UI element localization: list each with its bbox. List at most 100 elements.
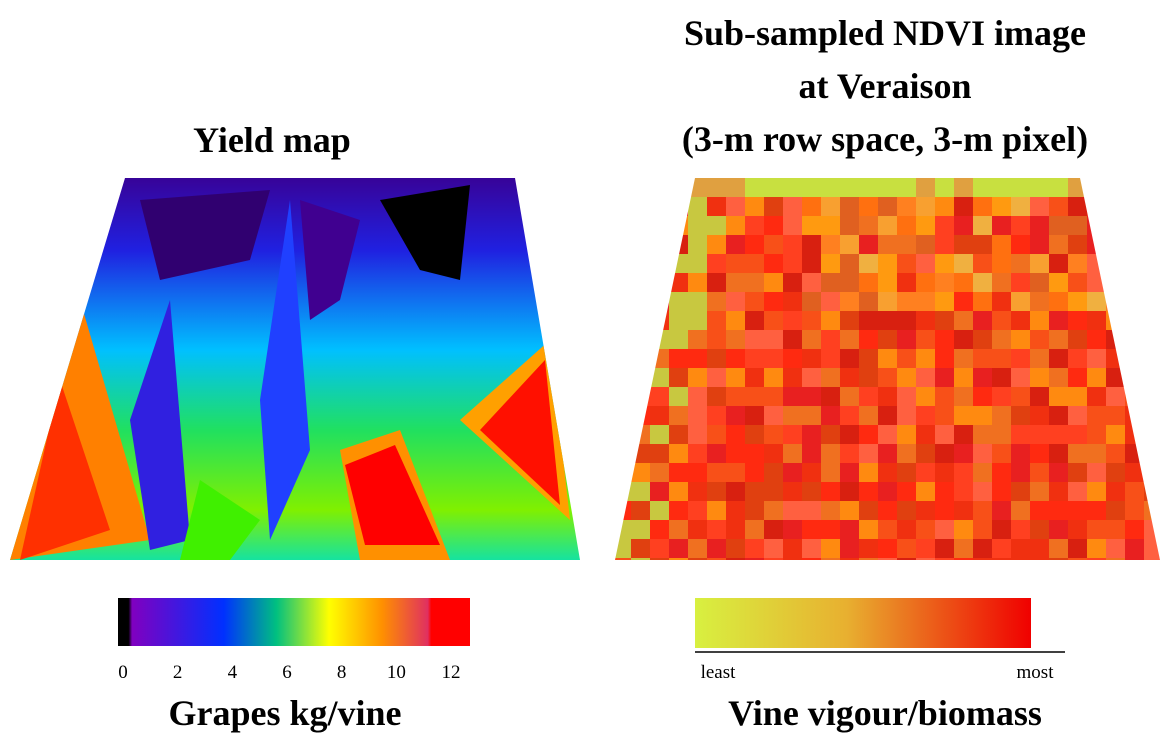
ndvi-pixel [954, 311, 973, 330]
ndvi-pixel [707, 444, 726, 463]
ndvi-pixel [1011, 558, 1030, 560]
ndvi-pixel [1106, 178, 1125, 197]
ndvi-pixel [916, 311, 935, 330]
ndvi-pixel [840, 273, 859, 292]
ndvi-pixel [840, 539, 859, 558]
ndvi-pixel [821, 197, 840, 216]
ndvi-pixel [631, 216, 650, 235]
ndvi-pixel [669, 406, 688, 425]
ndvi-pixel [1030, 482, 1049, 501]
ndvi-pixel [821, 178, 840, 197]
ndvi-pixel [707, 178, 726, 197]
ndvi-pixel [1125, 501, 1144, 520]
ndvi-pixel [1068, 311, 1087, 330]
ndvi-pixel [726, 539, 745, 558]
ndvi-pixel [821, 425, 840, 444]
ndvi-pixel [688, 406, 707, 425]
ndvi-pixel [897, 216, 916, 235]
ndvi-pixel [764, 444, 783, 463]
ndvi-pixel [707, 558, 726, 560]
ndvi-pixel [840, 501, 859, 520]
ndvi-pixel [973, 254, 992, 273]
ndvi-pixel [1049, 197, 1068, 216]
ndvi-pixel [688, 444, 707, 463]
ndvi-pixel [916, 406, 935, 425]
ndvi-pixel [1087, 482, 1106, 501]
colorbar [695, 598, 1031, 648]
ndvi-pixel [821, 216, 840, 235]
ndvi-pixel [802, 216, 821, 235]
ndvi-pixel [935, 387, 954, 406]
ndvi-pixel [878, 254, 897, 273]
ndvi-pixel [992, 425, 1011, 444]
ndvi-pixel [954, 178, 973, 197]
ndvi-pixel [821, 292, 840, 311]
ndvi-pixel [615, 197, 631, 216]
ndvi-pixel [1087, 501, 1106, 520]
ndvi-pixel [1068, 482, 1087, 501]
ndvi-pixel [1125, 197, 1144, 216]
ndvi-pixel [1030, 387, 1049, 406]
ndvi-pixel [745, 349, 764, 368]
ndvi-pixel [726, 311, 745, 330]
ndvi-pixel [1049, 444, 1068, 463]
yield-map [10, 178, 580, 560]
ndvi-pixel [954, 501, 973, 520]
ndvi-pixel [1011, 406, 1030, 425]
ndvi-pixel [1144, 216, 1160, 235]
ndvi-pixel [878, 273, 897, 292]
ndvi-pixel [783, 368, 802, 387]
ndvi-pixel [726, 254, 745, 273]
ndvi-pixel [707, 425, 726, 444]
ndvi-pixel [840, 197, 859, 216]
ndvi-pixel [764, 425, 783, 444]
ndvi-pixel [745, 387, 764, 406]
ndvi-pixel [1106, 558, 1125, 560]
ndvi-pixel [726, 197, 745, 216]
ndvi-pixel [916, 501, 935, 520]
ndvi-pixel [615, 349, 631, 368]
ndvi-pixel [1106, 539, 1125, 558]
ndvi-pixel [1011, 273, 1030, 292]
ndvi-pixel [1030, 216, 1049, 235]
ndvi-pixel [764, 463, 783, 482]
ndvi-pixel [1144, 482, 1160, 501]
ndvi-pixel [1125, 235, 1144, 254]
scale-label-low: least [701, 662, 737, 683]
ndvi-pixel [973, 330, 992, 349]
tick-label: 0 [118, 662, 128, 683]
ndvi-pixel [1087, 539, 1106, 558]
ndvi-pixel [802, 520, 821, 539]
ndvi-pixel [1049, 292, 1068, 311]
ndvi-pixel [1106, 406, 1125, 425]
ndvi-pixel [897, 349, 916, 368]
ndvi-pixel [878, 235, 897, 254]
ndvi-pixel [650, 330, 669, 349]
ndvi-pixel [650, 463, 669, 482]
ndvi-pixel [1011, 501, 1030, 520]
ndvi-pixel [631, 425, 650, 444]
ndvi-pixel [1068, 349, 1087, 368]
ndvi-pixel [631, 311, 650, 330]
ndvi-pixel [783, 539, 802, 558]
ndvi-pixel [631, 539, 650, 558]
ndvi-pixel [615, 273, 631, 292]
ndvi-pixel [726, 330, 745, 349]
ndvi-pixel [1106, 520, 1125, 539]
ndvi-pixel [615, 330, 631, 349]
ndvi-pixel [973, 463, 992, 482]
ndvi-pixel [764, 235, 783, 254]
ndvi-pixel [878, 292, 897, 311]
ndvi-pixel [764, 311, 783, 330]
ndvi-pixel [707, 501, 726, 520]
ndvi-pixel [935, 501, 954, 520]
ndvi-pixel [1106, 311, 1125, 330]
ndvi-pixel [859, 254, 878, 273]
ndvi-pixel [897, 482, 916, 501]
ndvi-map [615, 178, 1160, 560]
ndvi-pixel [992, 387, 1011, 406]
ndvi-pixel [1087, 425, 1106, 444]
ndvi-pixel [650, 254, 669, 273]
ndvi-pixel [1125, 349, 1144, 368]
ndvi-pixel [821, 330, 840, 349]
